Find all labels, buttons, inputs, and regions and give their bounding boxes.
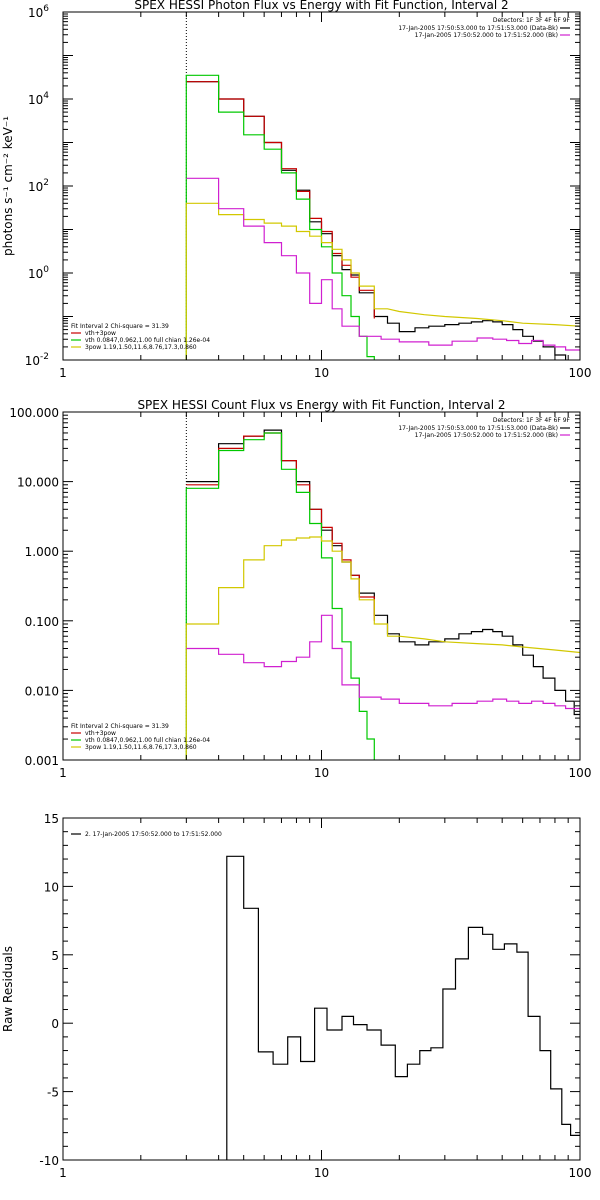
plot-frame [62, 411, 581, 761]
series-powerlaw [185, 202, 580, 360]
photon-panel: SPEX HESSI Photon Flux vs Energy with Fi… [1, 0, 591, 380]
y-axis-label: Raw Residuals [1, 946, 15, 1032]
legend-entry: 17-Jan-2005 17:50:53.000 to 17:51:53.000… [398, 425, 558, 432]
fit-legend-entry: vth+3pow [85, 330, 116, 337]
y-tick-label: 0.010 [25, 684, 59, 698]
x-tick-label: 100 [569, 766, 592, 780]
residuals-panel: 1 10 100 -10 -5 0 5 10 15 Raw Residuals 2. 17-Jan-… [1, 812, 591, 1180]
x-tick-label: 100 [569, 1166, 592, 1180]
y-tick-label: 100 [28, 265, 49, 281]
x-tick-label: 1 [59, 1166, 67, 1180]
y-tick-label: 104 [28, 91, 49, 107]
series-background [186, 614, 580, 710]
x-tick-label: 1 [59, 766, 67, 780]
y-tick-label: 15 [44, 812, 59, 826]
y-tick-label: 5 [51, 949, 59, 963]
series-data [186, 81, 567, 360]
y-tick-label: 0.001 [25, 754, 59, 768]
y-tick-label: 100.000 [9, 406, 59, 420]
y-axis-label: photons s⁻¹ cm⁻² keV⁻¹ [1, 116, 15, 256]
y-tick-label: 10-2 [25, 352, 49, 368]
chart-title: SPEX HESSI Photon Flux vs Energy with Fi… [134, 0, 508, 12]
y-tick-label: 0 [51, 1017, 59, 1031]
legend-header: Detectors: 1F 3F 4F 6F 9F [493, 17, 571, 24]
x-tick-label: 10 [314, 766, 329, 780]
fit-legend-entry: vth 0.0847,0.962,1.00 full chian 1.26e-0… [85, 737, 210, 744]
x-tick-label: 100 [569, 366, 592, 380]
fit-legend-entry: 3pow 1.19,1.50,11.6,8.76,17.3,0.860 [85, 344, 197, 351]
series-residuals [226, 855, 580, 1160]
series-powerlaw [185, 536, 580, 760]
y-tick-label: 102 [28, 178, 49, 194]
fit-legend-entry: 3pow 1.19,1.50,11.6,8.76,17.3,0.860 [85, 744, 197, 751]
series-fit_total [186, 81, 375, 319]
legend-entry: 17-Jan-2005 17:50:53.000 to 17:51:53.000… [398, 25, 558, 32]
x-tick-label: 1 [59, 366, 67, 380]
y-tick-label: 10.000 [17, 476, 59, 490]
y-tick-label: -5 [47, 1086, 59, 1100]
legend-entry: 17-Jan-2005 17:50:52.000 to 17:51:52.000… [415, 32, 558, 39]
x-tick-label: 10 [314, 1166, 329, 1180]
series-thermal [185, 74, 375, 360]
y-tick-label: -10 [39, 1154, 59, 1168]
plot-frame [62, 817, 581, 1161]
y-tick-label: 106 [28, 4, 49, 20]
y-tick-label: 10 [44, 880, 59, 894]
y-tick-label: 1.000 [25, 545, 59, 559]
legend-header: Detectors: 1F 3F 4F 6F 9F [493, 417, 571, 424]
series-data [186, 429, 580, 716]
fit-legend-entry: 2. 17-Jan-2005 17:50:52.000 to 17:51:52.… [85, 831, 222, 838]
x-tick-label: 10 [314, 366, 329, 380]
count-panel: SPEX HESSI Count Flux vs Energy with Fit… [9, 398, 591, 780]
fit-legend-header: Fit Interval 2 Chi-square = 31.39 [71, 323, 169, 330]
fit-legend-entry: vth+3pow [85, 730, 116, 737]
series-fit_total [186, 432, 375, 621]
fit-legend-entry: vth 0.0847,0.962,1.00 full chian 1.26e-0… [85, 337, 210, 344]
y-tick-label: 0.100 [25, 615, 59, 629]
series-background [186, 177, 580, 351]
plot-frame [62, 11, 581, 361]
fit-legend-header: Fit Interval 2 Chi-square = 31.39 [71, 723, 169, 730]
legend-entry: 17-Jan-2005 17:50:52.000 to 17:51:52.000… [415, 432, 558, 439]
chart-title: SPEX HESSI Count Flux vs Energy with Fit… [137, 398, 505, 412]
